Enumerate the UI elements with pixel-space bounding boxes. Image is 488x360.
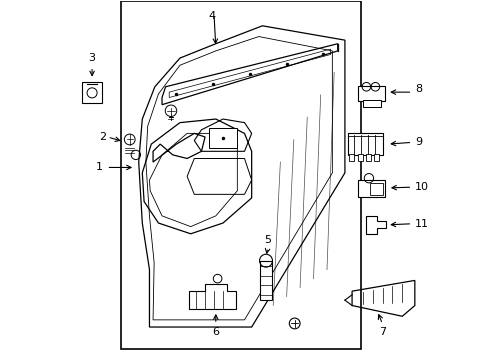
Bar xyxy=(357,180,384,197)
Bar xyxy=(348,134,382,155)
Bar xyxy=(208,128,237,148)
Text: 11: 11 xyxy=(414,219,428,229)
Text: 4: 4 xyxy=(208,12,215,22)
Bar xyxy=(373,154,379,161)
Text: 7: 7 xyxy=(378,327,386,337)
Text: 10: 10 xyxy=(414,182,428,192)
Bar xyxy=(365,154,370,161)
Text: 2: 2 xyxy=(99,132,106,142)
Text: 9: 9 xyxy=(414,138,421,147)
Bar xyxy=(357,154,362,161)
Text: 6: 6 xyxy=(212,327,219,337)
Bar xyxy=(348,154,353,161)
Text: 5: 5 xyxy=(264,235,271,244)
Text: 8: 8 xyxy=(414,84,421,94)
Bar xyxy=(357,86,384,101)
Bar xyxy=(362,100,380,107)
Bar xyxy=(82,82,102,103)
Text: 1: 1 xyxy=(96,162,102,172)
Bar xyxy=(121,1,360,348)
Bar xyxy=(369,183,382,195)
Text: 3: 3 xyxy=(88,53,95,63)
Bar xyxy=(259,261,272,300)
